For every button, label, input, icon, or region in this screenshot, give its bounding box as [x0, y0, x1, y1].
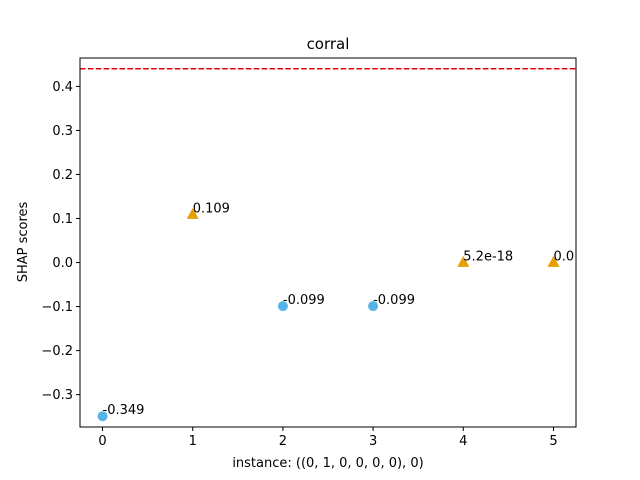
data-point-5: [547, 255, 560, 267]
data-label-5: 0.0: [553, 250, 574, 265]
y-tick-label-6: 0.3: [52, 124, 73, 139]
data-label-1: 0.109: [193, 202, 230, 217]
data-label-2: -0.099: [283, 293, 325, 308]
x-tick-label-0: 0: [98, 434, 106, 449]
data-point-0: [97, 411, 108, 422]
data-point-1: [186, 207, 199, 219]
data-label-0: -0.349: [103, 403, 145, 418]
x-tick-label-4: 4: [459, 434, 467, 449]
plot-area: -0.349 0.109 -0.099 -0.099 5.2e-18 0.0 0 1 2 3 4 5 −…: [41, 57, 577, 449]
y-tick-label-7: 0.4: [52, 80, 73, 95]
data-label-4: 5.2e-18: [463, 250, 513, 265]
data-point-3: [368, 301, 379, 312]
y-tick-label-1: −0.2: [41, 344, 73, 359]
x-tick-label-2: 2: [279, 434, 287, 449]
y-axis-label: SHAP scores: [16, 201, 31, 282]
y-tick-label-2: −0.1: [41, 300, 73, 315]
x-axis-label: instance: ((0, 1, 0, 0, 0, 0), 0): [232, 456, 423, 471]
y-tick-label-0: −0.3: [41, 388, 73, 403]
axes-frame: [79, 57, 577, 428]
x-tick-label-3: 3: [369, 434, 377, 449]
x-tick-label-5: 5: [549, 434, 557, 449]
chart-title: corral: [307, 35, 350, 53]
data-label-3: -0.099: [373, 293, 415, 308]
y-tick-label-3: 0.0: [52, 256, 73, 271]
y-tick-label-5: 0.2: [52, 168, 73, 183]
x-tick-label-1: 1: [189, 434, 197, 449]
data-point-2: [277, 301, 288, 312]
data-point-4: [457, 255, 470, 267]
y-tick-label-4: 0.1: [52, 212, 73, 227]
